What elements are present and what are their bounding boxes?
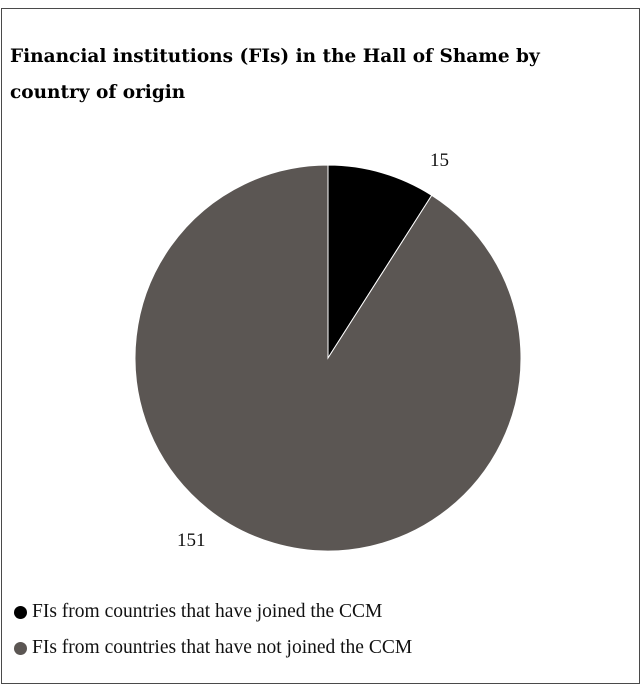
legend-swatch-not-joined [14,641,27,655]
pie-slice-joined [327,164,433,360]
legend-item-joined: FIs from countries that have joined the … [14,594,412,630]
pie-slice-not-joined [134,164,522,552]
data-label-not-joined: 151 [177,530,206,551]
legend-label-joined: FIs from countries that have joined the … [32,601,383,622]
legend-swatch-joined [14,605,27,619]
chart-title: Financial institutions (FIs) in the Hall… [10,46,540,103]
data-label-joined: 15 [430,150,449,171]
legend-label-not-joined: FIs from countries that have not joined … [32,637,413,658]
legend-item-not-joined: FIs from countries that have not joined … [14,630,412,666]
legend: FIs from countries that have joined the … [14,594,412,666]
